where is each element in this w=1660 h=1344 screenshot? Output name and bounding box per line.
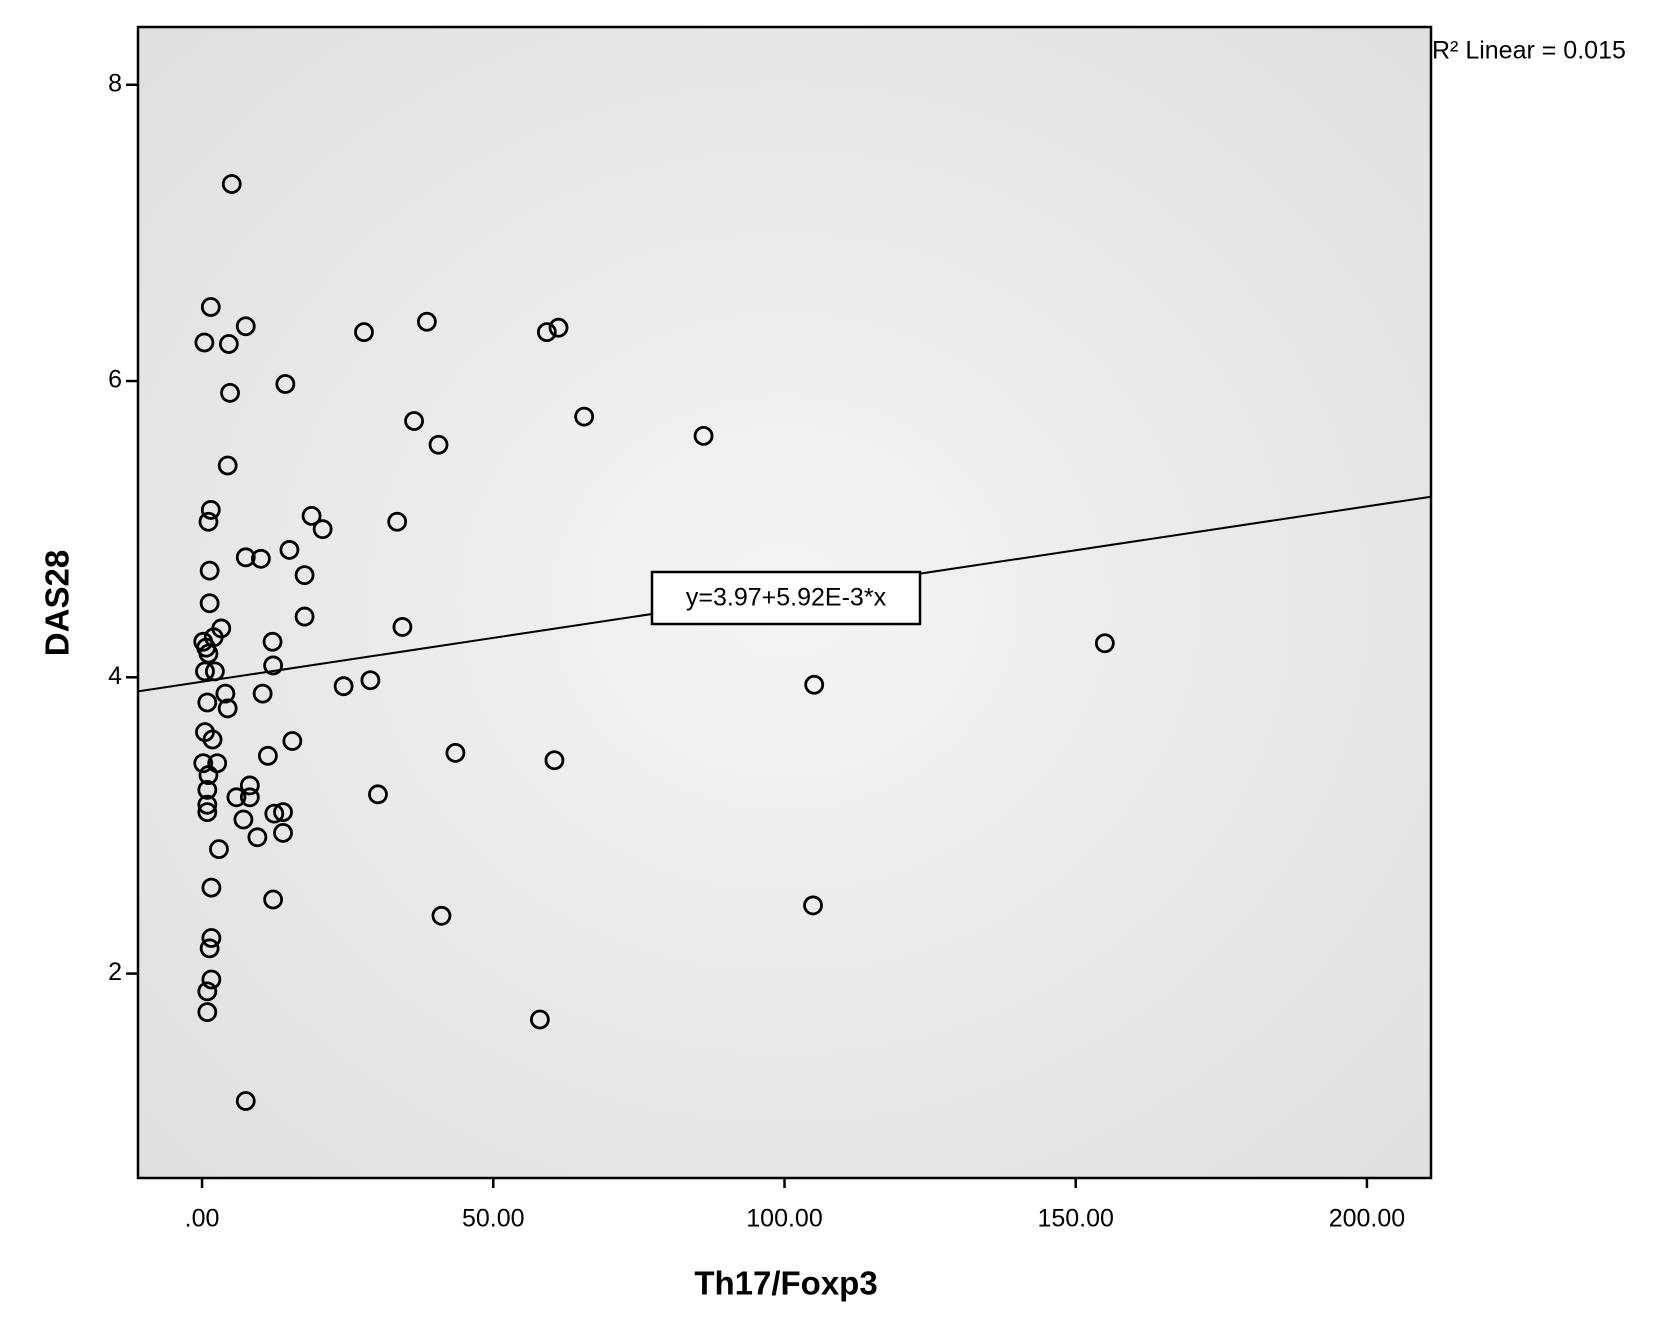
point xyxy=(200,500,221,520)
y-tick-label: 2 xyxy=(108,958,122,986)
point xyxy=(215,683,236,704)
y-tick-label: 8 xyxy=(108,69,122,97)
point xyxy=(197,1002,218,1022)
point xyxy=(220,382,240,403)
x-tick-label: 50.00 xyxy=(462,1205,525,1233)
point xyxy=(199,938,220,959)
point xyxy=(197,794,218,815)
point xyxy=(204,661,225,682)
point xyxy=(202,729,223,750)
point xyxy=(264,803,285,824)
point xyxy=(257,745,278,766)
point xyxy=(544,750,565,771)
point xyxy=(194,332,215,353)
point xyxy=(529,1009,550,1030)
point xyxy=(252,683,273,704)
equation-box xyxy=(650,570,922,626)
point xyxy=(235,1091,256,1111)
point xyxy=(803,895,823,916)
point xyxy=(354,322,374,343)
point xyxy=(548,317,569,338)
point xyxy=(199,560,220,581)
point xyxy=(193,753,214,774)
point xyxy=(368,784,388,805)
x-tick-label: 200.00 xyxy=(1329,1205,1405,1233)
plot-layer: y=3.97+5.92E-3*x xyxy=(137,174,1432,1111)
point xyxy=(279,540,300,560)
point xyxy=(200,297,221,317)
point xyxy=(218,334,239,354)
point xyxy=(333,676,354,697)
point xyxy=(1094,633,1115,654)
point xyxy=(197,692,218,713)
point xyxy=(263,655,284,676)
point xyxy=(693,425,714,446)
point xyxy=(247,827,268,848)
point xyxy=(226,787,247,808)
r2-label: R² Linear = 0.015 xyxy=(1432,37,1626,65)
point xyxy=(431,905,452,926)
point xyxy=(392,617,413,637)
point xyxy=(217,698,238,719)
point xyxy=(273,802,293,823)
point xyxy=(804,674,825,695)
point xyxy=(201,928,222,948)
point xyxy=(198,511,219,532)
point xyxy=(294,606,315,627)
point xyxy=(221,174,242,194)
point xyxy=(217,455,238,476)
y-tick-label: 4 xyxy=(108,662,122,690)
y-tick-label: 6 xyxy=(108,366,122,394)
point xyxy=(201,877,222,898)
y-axis-title: DAS28 xyxy=(39,550,76,656)
point xyxy=(198,765,219,785)
point xyxy=(536,322,557,343)
point xyxy=(273,822,293,843)
point xyxy=(239,775,260,796)
point xyxy=(445,742,466,763)
point xyxy=(209,839,229,860)
point xyxy=(416,311,437,332)
point xyxy=(195,661,215,682)
point xyxy=(198,643,219,664)
point xyxy=(199,593,220,614)
point xyxy=(239,787,260,808)
point xyxy=(233,809,254,830)
point xyxy=(197,802,218,823)
point xyxy=(197,779,218,800)
point xyxy=(201,969,222,990)
point xyxy=(428,434,449,455)
point xyxy=(282,731,303,751)
x-tick-label: 150.00 xyxy=(1037,1205,1113,1233)
point xyxy=(235,547,256,568)
point xyxy=(275,374,296,394)
point xyxy=(197,981,218,1002)
point xyxy=(312,519,333,540)
point xyxy=(262,631,283,652)
point xyxy=(404,411,424,431)
point xyxy=(574,406,595,427)
x-axis-title: Th17/Foxp3 xyxy=(694,1265,877,1302)
x-tick-label: 100.00 xyxy=(746,1205,822,1233)
point xyxy=(301,505,322,526)
point xyxy=(294,565,315,585)
x-tick-label: .00 xyxy=(185,1205,220,1233)
point xyxy=(263,889,284,910)
point xyxy=(235,316,256,337)
equation-label: y=3.97+5.92E-3*x xyxy=(686,584,887,612)
point xyxy=(387,511,408,532)
point xyxy=(250,548,271,569)
point xyxy=(360,670,381,691)
